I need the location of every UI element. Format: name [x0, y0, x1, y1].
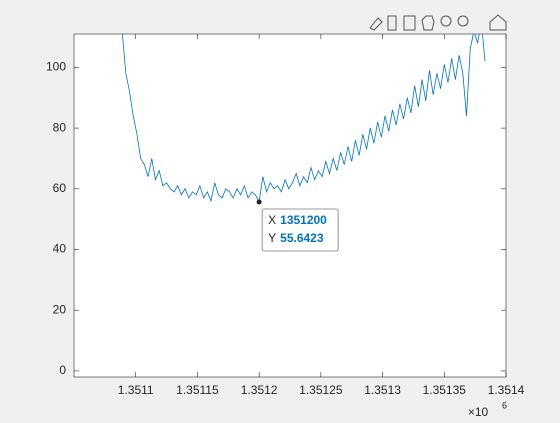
y-tick-label: 0: [59, 363, 66, 377]
datatip-point: [256, 199, 262, 205]
datatip-x-value: 1351200: [280, 213, 327, 227]
y-tick-label: 100: [46, 60, 66, 74]
data-line: [122, 34, 486, 204]
x-tick-label: 1.3514: [488, 383, 525, 397]
toolbar[interactable]: [369, 14, 507, 31]
home-icon[interactable]: [489, 14, 507, 31]
x-tick-label: 1.35125: [299, 383, 343, 397]
x-exponent-base: ×10: [468, 405, 489, 419]
y-tick-label: 20: [53, 302, 67, 316]
x-tick-label: 1.3511: [118, 383, 154, 397]
x-tick-label: 1.3512: [241, 383, 278, 397]
datatip-icon[interactable]: [403, 15, 416, 31]
brush-icon[interactable]: [369, 17, 383, 31]
x-tick-label: 1.35135: [423, 383, 467, 397]
pan-icon[interactable]: [421, 15, 435, 31]
y-tick-label: 40: [53, 242, 67, 256]
x-tick-label: 1.35115: [176, 383, 219, 397]
y-tick-label: 60: [53, 181, 67, 195]
zoom-in-icon[interactable]: [440, 15, 452, 27]
datatip-y-value: 55.6423: [280, 231, 324, 245]
zoom-out-icon[interactable]: [457, 15, 469, 27]
datatip-x-label: X: [268, 213, 276, 227]
x-exponent: 6: [502, 400, 507, 410]
datatip-box: [261, 208, 339, 252]
datatip-y-label: Y: [268, 231, 276, 245]
y-tick-label: 80: [53, 120, 67, 134]
edit-icon[interactable]: [387, 15, 397, 31]
x-tick-label: 1.3513: [364, 383, 401, 397]
